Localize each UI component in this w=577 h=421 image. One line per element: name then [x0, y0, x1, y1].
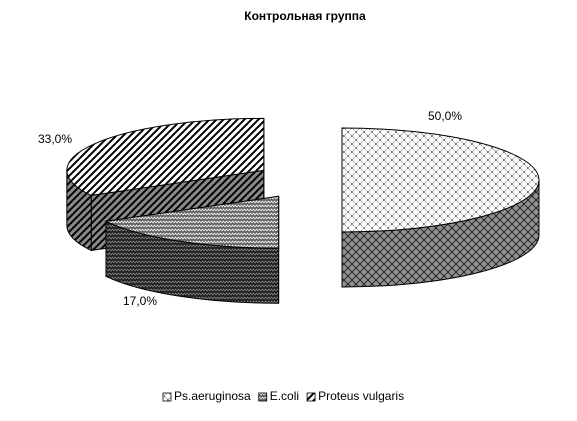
legend-label: Proteus vulgaris — [318, 389, 404, 403]
data-label: 33,0% — [38, 132, 72, 146]
legend-swatch — [162, 392, 172, 402]
legend-label: Ps.aeruginosa — [174, 389, 251, 403]
legend-label: E.coli — [270, 389, 299, 403]
pie-slice — [104, 195, 280, 304]
slice-top — [66, 117, 265, 196]
legend-swatch — [306, 392, 316, 402]
chart-title: Контрольная группа — [244, 9, 366, 23]
legend: Ps.aeruginosa E.coli Proteus vulgaris — [162, 389, 404, 403]
slice-top — [104, 195, 280, 249]
data-label: 17,0% — [123, 294, 157, 308]
slice-top — [341, 127, 540, 233]
pie-slice — [341, 127, 540, 288]
data-label: 50,0% — [428, 109, 462, 123]
legend-swatch — [258, 392, 268, 402]
